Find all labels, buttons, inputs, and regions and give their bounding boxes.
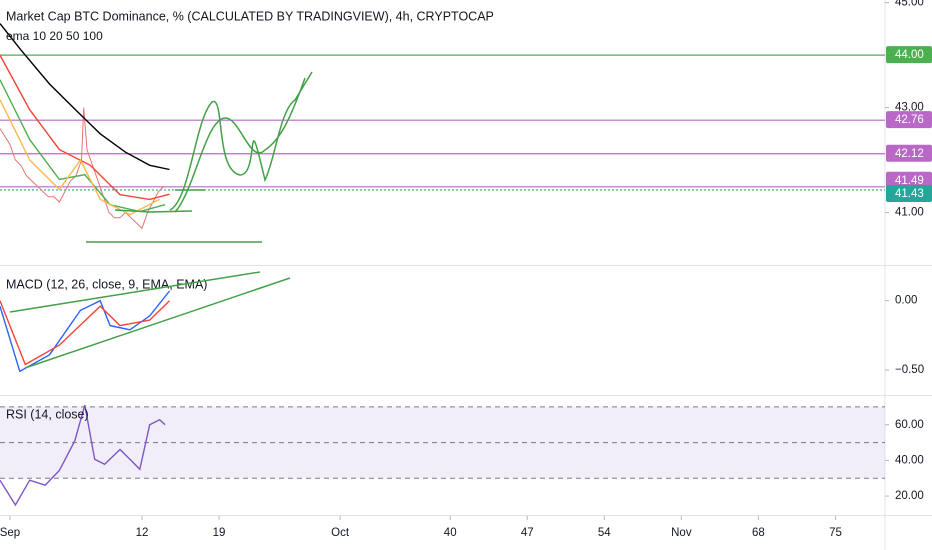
level-label-box	[886, 144, 932, 162]
level-label: 42.76	[895, 114, 924, 126]
level-label-box	[886, 184, 932, 202]
x-tick-label: Sep	[0, 527, 20, 539]
x-tick-label: 40	[444, 527, 457, 539]
drawings	[9, 71, 313, 369]
series-line	[0, 300, 170, 366]
x-tick-label: 19	[213, 527, 226, 539]
pane-title: MACD (12, 26, close, 9, EMA, EMA)	[6, 277, 207, 291]
level-label-box	[886, 46, 932, 64]
level-label: 41.43	[895, 188, 924, 200]
level-label: 41.49	[895, 175, 924, 187]
level-label: 42.12	[895, 148, 924, 160]
x-tick-label: 12	[136, 527, 149, 539]
series-line	[0, 23, 170, 171]
y-tick-label: 45.00	[895, 0, 924, 9]
level-label-box	[886, 111, 932, 129]
series-line	[0, 54, 170, 201]
pane-subtitle: ema 10 20 50 100	[6, 29, 103, 43]
series-line	[0, 107, 165, 230]
x-tick-label: 54	[598, 527, 611, 539]
series-line	[0, 404, 166, 507]
y-tick-label: 40.00	[895, 454, 924, 466]
y-tick-label: 41.00	[895, 207, 924, 219]
pane-title: RSI (14, close)	[6, 407, 89, 421]
x-tick-label: Oct	[331, 527, 350, 539]
x-tick-label: 75	[829, 527, 842, 539]
x-tick-label: 68	[752, 527, 765, 539]
y-tick-label: −0.50	[895, 364, 924, 376]
y-tick-label: 43.00	[895, 102, 924, 114]
level-label-box	[886, 171, 932, 189]
y-tick-label: 60.00	[895, 419, 924, 431]
y-tick-label: 20.00	[895, 490, 924, 502]
series-line	[0, 99, 160, 216]
y-tick-label: 0.00	[895, 295, 917, 307]
level-label: 44.00	[895, 49, 924, 61]
pane-title: Market Cap BTC Dominance, % (CALCULATED …	[6, 9, 494, 23]
x-tick-label: 47	[521, 527, 534, 539]
x-tick-label: Nov	[671, 527, 692, 539]
